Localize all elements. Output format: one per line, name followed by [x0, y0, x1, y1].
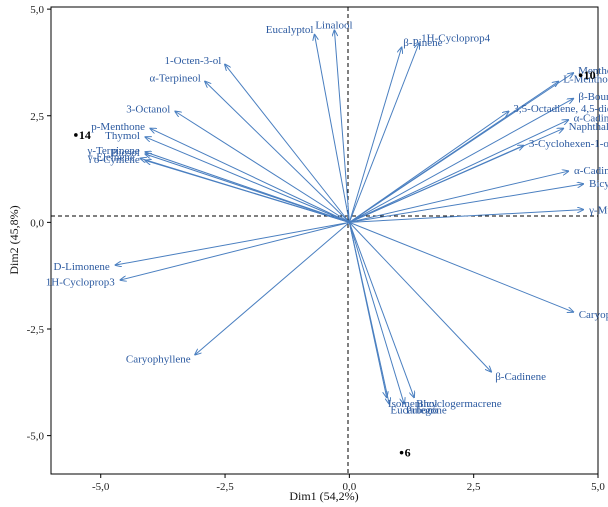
y-tick-label: 2,5	[30, 111, 44, 123]
observation-points: 14 10 6	[74, 68, 596, 460]
variable-arrow	[348, 222, 389, 403]
variable-arrow	[349, 146, 523, 223]
observation-label: 10	[584, 68, 596, 82]
observation-point	[578, 73, 583, 78]
variable-label: Menthone	[578, 65, 608, 77]
variable-arrow	[349, 171, 568, 223]
variable-arrow	[348, 222, 404, 403]
variable-label: γ-Terpinene	[86, 145, 139, 157]
y-tick-label: -5,0	[27, 431, 45, 443]
variable-label: 3,5-Octadiene, 4,5-diethyl-	[513, 103, 608, 115]
variable-label: Bicyclogermacrene	[416, 398, 502, 410]
variable-arrow	[334, 30, 350, 223]
variable-arrow	[348, 48, 401, 223]
variable-label: 1-Octen-3-ol	[165, 55, 222, 67]
observation-label: 14	[79, 128, 91, 142]
variable-label: β-Cadinene	[495, 371, 546, 383]
variable-label: Eucalyptol	[266, 24, 314, 36]
variable-label: D-Limonene	[54, 261, 110, 273]
variable-label: Caryophyllene oxide	[579, 309, 608, 321]
variable-label: Naphthalene	[569, 121, 608, 133]
variable-label: γ-Muurolene	[588, 204, 608, 216]
y-axis-ticks: 5,0 2,5 0,0 -2,5 -5,0	[27, 4, 51, 443]
variable-arrow	[349, 222, 491, 371]
variable-arrow	[175, 111, 350, 223]
variable-label: Bicyclo	[589, 178, 608, 190]
variable-label: L-Menthone	[563, 73, 608, 85]
variable-arrow	[349, 82, 558, 223]
y-tick-label: 5,0	[30, 4, 44, 16]
variable-arrow	[349, 221, 573, 312]
variable-label: o-Cymene	[94, 154, 140, 166]
variable-arrow	[145, 137, 350, 223]
x-tick-label: 2,5	[467, 481, 481, 493]
x-axis-title: Dim1 (54,2%)	[289, 489, 358, 503]
variable-label: γ-Elemene	[87, 152, 135, 164]
x-axis-ticks: -5,0 -2,5 0,0 2,5 5,0	[92, 474, 605, 493]
observation-point	[74, 133, 78, 137]
variable-label: Caryophyllene	[126, 353, 191, 365]
variable-arrow	[349, 184, 583, 223]
variable-arrow	[195, 221, 350, 354]
variable-arrow	[349, 99, 573, 223]
variable-arrow	[121, 221, 350, 280]
variable-arrows	[116, 30, 583, 403]
variable-arrow	[225, 65, 350, 223]
variable-arrow	[349, 111, 508, 223]
variable-arrow	[116, 221, 350, 265]
variable-arrow	[145, 152, 350, 223]
variable-label: Pulegone	[406, 404, 447, 416]
variable-label: β-Pinene	[403, 37, 442, 49]
variable-label: Linalool	[315, 19, 352, 31]
variable-arrow	[349, 120, 568, 223]
variable-label: Eucarbono	[390, 404, 438, 416]
x-tick-label: 0,0	[342, 481, 356, 493]
variable-label: Isomenthol	[388, 398, 438, 410]
variable-label: α-Terpineol	[149, 72, 200, 84]
observation-label: 6	[405, 446, 411, 460]
variable-arrow	[348, 222, 414, 397]
x-tick-label: 5,0	[591, 481, 605, 493]
observation-point	[399, 450, 404, 455]
variable-arrow	[348, 43, 419, 223]
plot-frame	[50, 6, 599, 475]
variable-label: 1H-Cycloprop3	[46, 276, 116, 288]
variable-label: 1H-Cycloprop4	[421, 33, 491, 45]
variable-label: 3-Octanol	[126, 103, 170, 115]
variable-label: 3-Cyclohexen-1-one, 2-isopropyl-5-methyl	[529, 138, 608, 150]
variable-arrow	[349, 210, 583, 223]
x-tick-label: -2,5	[216, 481, 234, 493]
variable-arrow	[145, 161, 350, 223]
variable-arrow	[315, 35, 350, 223]
y-tick-label: -2,5	[27, 324, 45, 336]
variable-label: Biosol	[111, 147, 140, 159]
y-axis-title: Dim2 (45,8%)	[7, 205, 21, 274]
x-tick-label: -5,0	[92, 481, 110, 493]
variable-arrow	[150, 129, 350, 223]
y-tick-label: 0,0	[30, 217, 44, 229]
variable-arrow	[205, 82, 350, 223]
variable-label: Thymol	[105, 130, 140, 142]
variable-label: α-Cadinol	[574, 165, 608, 177]
variable-label: α-Cadinene	[574, 112, 608, 124]
variable-label: p-Menthone	[91, 121, 145, 133]
variable-label: β-Bourbonene	[578, 91, 608, 103]
